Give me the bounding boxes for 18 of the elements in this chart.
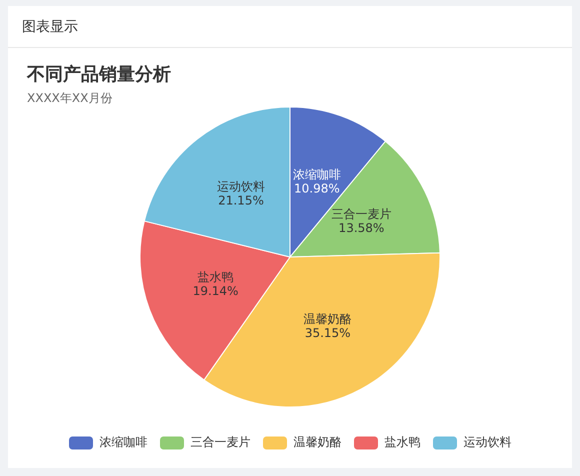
- chart-title: 不同产品销量分析: [27, 63, 171, 86]
- slice-label: 运动饮料: [216, 180, 265, 194]
- data-label: 35.15%: [304, 326, 351, 340]
- data-label: 10.98%: [294, 181, 340, 196]
- slice-label: 盐水鸭: [198, 270, 234, 284]
- legend-label: 运动饮料: [464, 435, 512, 450]
- slice-label: 三合一麦片: [331, 207, 392, 222]
- legend-label: 浓缩咖啡: [100, 435, 148, 450]
- legend-label: 盐水鸭: [384, 435, 420, 450]
- slice-label: 温馨奶酪: [304, 312, 352, 326]
- data-label: 21.15%: [218, 194, 264, 208]
- slice-label: 浓缩咖啡: [292, 167, 341, 182]
- data-label: 13.58%: [338, 221, 384, 236]
- text: 图表显示: [22, 18, 78, 36]
- data-label: 19.14%: [192, 284, 238, 298]
- legend-label: 三合一麦片: [190, 435, 250, 450]
- legend-label: 温馨奶酪: [294, 435, 342, 450]
- chart-subtitle: XXXX年XX月份: [27, 90, 112, 107]
